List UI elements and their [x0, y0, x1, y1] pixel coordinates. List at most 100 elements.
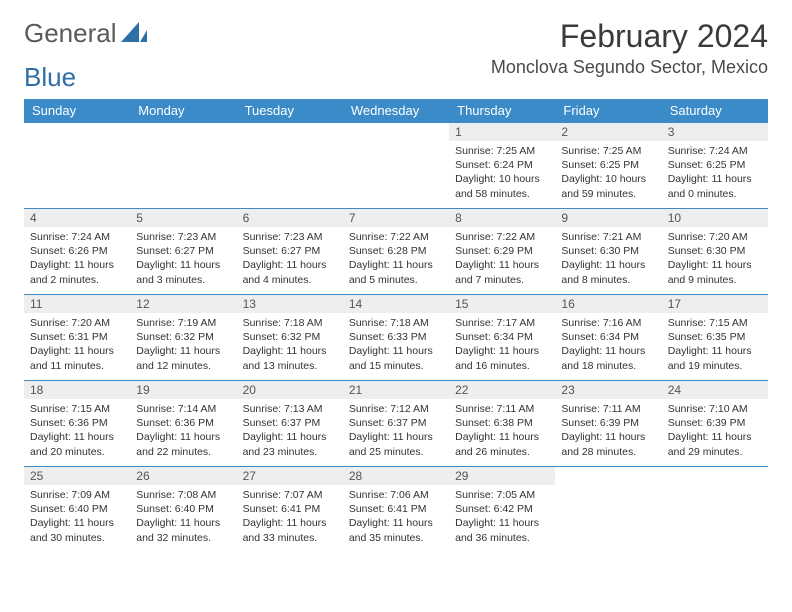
- daylight-text: Daylight: 11 hours and 35 minutes.: [349, 516, 443, 544]
- sunrise-text: Sunrise: 7:15 AM: [668, 316, 762, 330]
- day-number: 15: [449, 295, 555, 313]
- day-cell: 17Sunrise: 7:15 AMSunset: 6:35 PMDayligh…: [662, 295, 768, 381]
- sunset-text: Sunset: 6:25 PM: [668, 158, 762, 172]
- day-header: Sunday: [24, 99, 130, 123]
- sunrise-text: Sunrise: 7:06 AM: [349, 488, 443, 502]
- daylight-text: Daylight: 11 hours and 26 minutes.: [455, 430, 549, 458]
- day-cell: 10Sunrise: 7:20 AMSunset: 6:30 PMDayligh…: [662, 209, 768, 295]
- day-cell: 15Sunrise: 7:17 AMSunset: 6:34 PMDayligh…: [449, 295, 555, 381]
- sunrise-text: Sunrise: 7:24 AM: [30, 230, 124, 244]
- day-info: Sunrise: 7:15 AMSunset: 6:35 PMDaylight:…: [662, 313, 768, 377]
- sunrise-text: Sunrise: 7:20 AM: [668, 230, 762, 244]
- sunset-text: Sunset: 6:30 PM: [561, 244, 655, 258]
- day-info: Sunrise: 7:08 AMSunset: 6:40 PMDaylight:…: [130, 485, 236, 549]
- day-info: Sunrise: 7:18 AMSunset: 6:33 PMDaylight:…: [343, 313, 449, 377]
- day-cell: 11Sunrise: 7:20 AMSunset: 6:31 PMDayligh…: [24, 295, 130, 381]
- week-row: 25Sunrise: 7:09 AMSunset: 6:40 PMDayligh…: [24, 467, 768, 553]
- day-number: 11: [24, 295, 130, 313]
- sunset-text: Sunset: 6:41 PM: [349, 502, 443, 516]
- day-number: 2: [555, 123, 661, 141]
- day-cell: 22Sunrise: 7:11 AMSunset: 6:38 PMDayligh…: [449, 381, 555, 467]
- daylight-text: Daylight: 11 hours and 15 minutes.: [349, 344, 443, 372]
- sunset-text: Sunset: 6:32 PM: [136, 330, 230, 344]
- day-info: Sunrise: 7:14 AMSunset: 6:36 PMDaylight:…: [130, 399, 236, 463]
- logo-text-general: General: [24, 18, 117, 49]
- day-cell: 26Sunrise: 7:08 AMSunset: 6:40 PMDayligh…: [130, 467, 236, 553]
- sunrise-text: Sunrise: 7:12 AM: [349, 402, 443, 416]
- daylight-text: Daylight: 11 hours and 28 minutes.: [561, 430, 655, 458]
- day-number: 14: [343, 295, 449, 313]
- day-info: Sunrise: 7:11 AMSunset: 6:38 PMDaylight:…: [449, 399, 555, 463]
- sunset-text: Sunset: 6:39 PM: [561, 416, 655, 430]
- sunrise-text: Sunrise: 7:18 AM: [349, 316, 443, 330]
- day-info: Sunrise: 7:17 AMSunset: 6:34 PMDaylight:…: [449, 313, 555, 377]
- sunset-text: Sunset: 6:41 PM: [243, 502, 337, 516]
- week-row: ........1Sunrise: 7:25 AMSunset: 6:24 PM…: [24, 123, 768, 209]
- sunset-text: Sunset: 6:27 PM: [136, 244, 230, 258]
- daylight-text: Daylight: 11 hours and 8 minutes.: [561, 258, 655, 286]
- day-cell: ..: [662, 467, 768, 553]
- day-number: 27: [237, 467, 343, 485]
- daylight-text: Daylight: 11 hours and 4 minutes.: [243, 258, 337, 286]
- sunset-text: Sunset: 6:30 PM: [668, 244, 762, 258]
- day-info: Sunrise: 7:12 AMSunset: 6:37 PMDaylight:…: [343, 399, 449, 463]
- sunrise-text: Sunrise: 7:14 AM: [136, 402, 230, 416]
- daylight-text: Daylight: 11 hours and 19 minutes.: [668, 344, 762, 372]
- day-number: 5: [130, 209, 236, 227]
- day-info: Sunrise: 7:07 AMSunset: 6:41 PMDaylight:…: [237, 485, 343, 549]
- day-info: Sunrise: 7:20 AMSunset: 6:31 PMDaylight:…: [24, 313, 130, 377]
- sunset-text: Sunset: 6:39 PM: [668, 416, 762, 430]
- day-number: 28: [343, 467, 449, 485]
- sunrise-text: Sunrise: 7:15 AM: [30, 402, 124, 416]
- day-cell: 13Sunrise: 7:18 AMSunset: 6:32 PMDayligh…: [237, 295, 343, 381]
- sunset-text: Sunset: 6:35 PM: [668, 330, 762, 344]
- day-info: Sunrise: 7:22 AMSunset: 6:28 PMDaylight:…: [343, 227, 449, 291]
- day-number: 3: [662, 123, 768, 141]
- day-cell: 29Sunrise: 7:05 AMSunset: 6:42 PMDayligh…: [449, 467, 555, 553]
- day-cell: 23Sunrise: 7:11 AMSunset: 6:39 PMDayligh…: [555, 381, 661, 467]
- daylight-text: Daylight: 11 hours and 9 minutes.: [668, 258, 762, 286]
- day-cell: ..: [555, 467, 661, 553]
- sunset-text: Sunset: 6:28 PM: [349, 244, 443, 258]
- day-info: Sunrise: 7:20 AMSunset: 6:30 PMDaylight:…: [662, 227, 768, 291]
- sunset-text: Sunset: 6:37 PM: [349, 416, 443, 430]
- sunset-text: Sunset: 6:34 PM: [455, 330, 549, 344]
- sunrise-text: Sunrise: 7:25 AM: [561, 144, 655, 158]
- sunset-text: Sunset: 6:32 PM: [243, 330, 337, 344]
- logo-text-blue: Blue: [24, 62, 768, 93]
- daylight-text: Daylight: 11 hours and 36 minutes.: [455, 516, 549, 544]
- daylight-text: Daylight: 11 hours and 29 minutes.: [668, 430, 762, 458]
- sunrise-text: Sunrise: 7:18 AM: [243, 316, 337, 330]
- day-info: Sunrise: 7:23 AMSunset: 6:27 PMDaylight:…: [130, 227, 236, 291]
- day-cell: ..: [343, 123, 449, 209]
- day-info: Sunrise: 7:05 AMSunset: 6:42 PMDaylight:…: [449, 485, 555, 549]
- sunrise-text: Sunrise: 7:09 AM: [30, 488, 124, 502]
- day-cell: 9Sunrise: 7:21 AMSunset: 6:30 PMDaylight…: [555, 209, 661, 295]
- day-number: 29: [449, 467, 555, 485]
- day-cell: 25Sunrise: 7:09 AMSunset: 6:40 PMDayligh…: [24, 467, 130, 553]
- day-header: Thursday: [449, 99, 555, 123]
- sunrise-text: Sunrise: 7:24 AM: [668, 144, 762, 158]
- day-cell: 27Sunrise: 7:07 AMSunset: 6:41 PMDayligh…: [237, 467, 343, 553]
- day-header: Saturday: [662, 99, 768, 123]
- day-header: Friday: [555, 99, 661, 123]
- day-cell: 6Sunrise: 7:23 AMSunset: 6:27 PMDaylight…: [237, 209, 343, 295]
- day-cell: 24Sunrise: 7:10 AMSunset: 6:39 PMDayligh…: [662, 381, 768, 467]
- sunset-text: Sunset: 6:31 PM: [30, 330, 124, 344]
- daylight-text: Daylight: 11 hours and 33 minutes.: [243, 516, 337, 544]
- month-title: February 2024: [491, 18, 768, 55]
- day-number: 12: [130, 295, 236, 313]
- day-cell: 18Sunrise: 7:15 AMSunset: 6:36 PMDayligh…: [24, 381, 130, 467]
- day-cell: 28 Sunrise: 7:06 AMSunset: 6:41 PMDayligh…: [343, 467, 449, 553]
- sunrise-text: Sunrise: 7:23 AM: [243, 230, 337, 244]
- daylight-text: Daylight: 11 hours and 22 minutes.: [136, 430, 230, 458]
- daylight-text: Daylight: 11 hours and 32 minutes.: [136, 516, 230, 544]
- day-number: 7: [343, 209, 449, 227]
- day-cell: 20Sunrise: 7:13 AMSunset: 6:37 PMDayligh…: [237, 381, 343, 467]
- sunrise-text: Sunrise: 7:22 AM: [455, 230, 549, 244]
- week-row: 11Sunrise: 7:20 AMSunset: 6:31 PMDayligh…: [24, 295, 768, 381]
- day-cell: 19Sunrise: 7:14 AMSunset: 6:36 PMDayligh…: [130, 381, 236, 467]
- day-cell: 3Sunrise: 7:24 AMSunset: 6:25 PMDaylight…: [662, 123, 768, 209]
- daylight-text: Daylight: 11 hours and 12 minutes.: [136, 344, 230, 372]
- daylight-text: Daylight: 10 hours and 59 minutes.: [561, 172, 655, 200]
